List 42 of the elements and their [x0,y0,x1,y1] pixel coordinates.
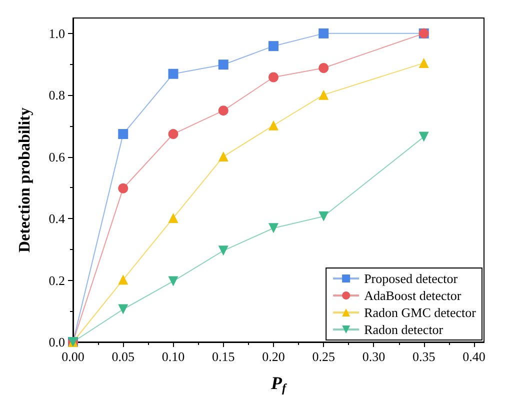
legend-label: Radon GMC detector [364,305,477,320]
x-tick-label: 0.00 [62,349,84,364]
point [318,62,329,73]
point [218,106,228,116]
legend-label: AdaBoost detector [364,288,462,303]
legend-label: Radon detector [364,322,444,337]
x-tick-label: 0.20 [262,349,285,364]
x-tick-label: 0.35 [412,349,436,364]
point [318,211,329,222]
point [268,72,278,82]
legend-label: Proposed detector [364,271,458,286]
y-axis-title: Detection probability [16,107,34,253]
point [418,58,429,68]
point [318,28,329,38]
point [168,129,178,140]
x-tick-label: 0.25 [312,349,335,364]
x-tick-label: 0.40 [462,349,486,364]
point [168,212,178,223]
x-tick-label: 0.30 [362,349,386,364]
y-tick-label: 0.8 [48,88,65,103]
point [118,129,128,140]
point [268,41,278,52]
point [168,68,178,79]
point [118,183,128,194]
y-tick-label: 0.6 [48,149,66,164]
point [118,304,128,314]
x-tick-label: 0.10 [162,349,185,364]
point [268,120,278,130]
point [318,90,329,100]
x-tick-label: 0.05 [112,349,134,364]
point [218,60,228,70]
y-tick-label: 0.0 [48,334,65,350]
y-tick-label: 0.4 [48,211,66,226]
y-tick-label: 0.2 [48,272,65,288]
point [118,274,128,285]
point [218,152,228,162]
x-tick-label: 0.15 [212,349,235,364]
y-tick-label: 1.0 [48,26,65,41]
point [418,132,429,142]
point [168,276,178,286]
point [268,223,278,234]
point [218,246,228,256]
